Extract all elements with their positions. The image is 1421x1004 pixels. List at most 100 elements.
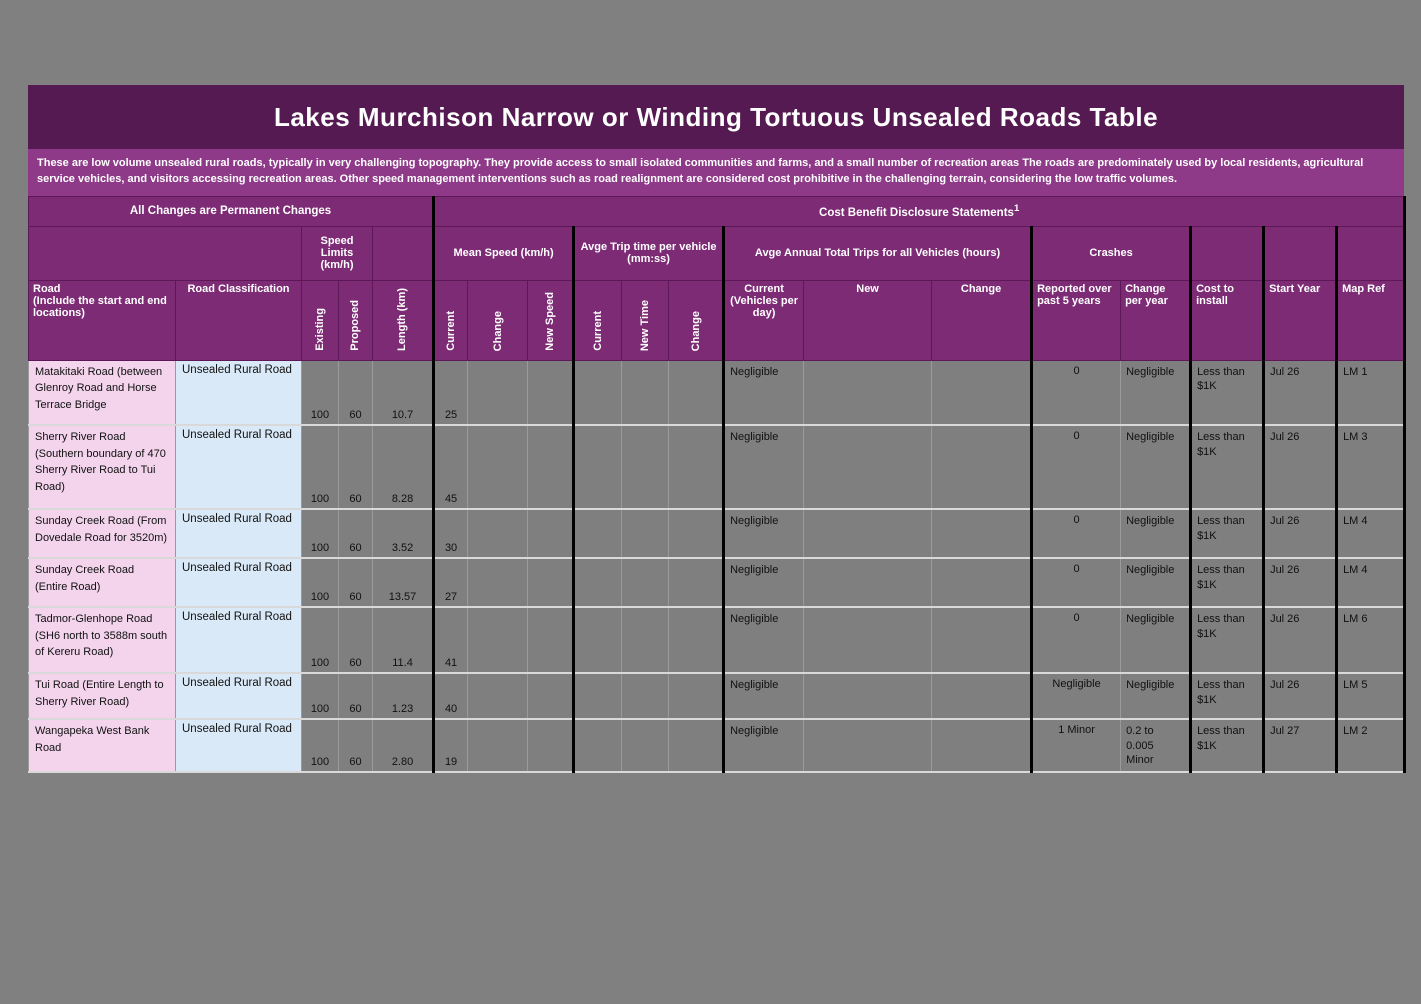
group-header-permanent-changes: All Changes are Permanent Changes (27, 195, 435, 227)
cell-mean-change (467, 359, 529, 427)
cell-classification: Unsealed Rural Road (175, 718, 302, 774)
cell-map-ref: LM 2 (1335, 718, 1407, 774)
cell-start-year: Jul 26 (1262, 606, 1338, 675)
page-title: Lakes Murchison Narrow or Winding Tortuo… (28, 85, 1404, 149)
table-header: All Changes are Permanent Changes Cost B… (27, 195, 1407, 361)
cell-trip-new-time (621, 424, 670, 511)
col-header-proposed: Proposed (338, 279, 373, 361)
table-row: Matakitaki Road (between Glenroy Road an… (28, 359, 1407, 427)
cell-length: 13.57 (371, 557, 435, 609)
cell-classification: Unsealed Rural Road (175, 359, 302, 427)
cell-crashes-reported: Negligible (1030, 672, 1122, 721)
cell-existing: 100 (301, 508, 339, 560)
cell-trip-new-time (621, 718, 670, 774)
cell-road: Matakitaki Road (between Glenroy Road an… (28, 359, 176, 427)
cell-length: 2.80 (371, 718, 435, 774)
cell-crashes-reported: 0 (1030, 359, 1122, 427)
cell-trips-current: Negligible (722, 672, 805, 721)
col-header-road-title: Road (33, 282, 61, 295)
cell-crashes-reported: 0 (1030, 557, 1122, 609)
section-spacer-cost (1189, 225, 1265, 281)
cell-crashes-reported: 0 (1030, 424, 1122, 511)
cell-trips-current: Negligible (722, 606, 805, 675)
table-row: Tadmor-Glenhope Road (SH6 north to 3588m… (28, 606, 1407, 675)
cell-proposed: 60 (338, 718, 373, 774)
cell-length: 3.52 (371, 508, 435, 560)
col-header-mean-current: Current (432, 279, 469, 361)
cell-mean-current: 45 (432, 424, 469, 511)
cell-road: Tui Road (Entire Length to Sherry River … (28, 672, 176, 721)
cell-mean-current: 30 (432, 508, 469, 560)
cell-length: 10.7 (371, 359, 435, 427)
cell-start-year: Jul 27 (1262, 718, 1338, 774)
cell-proposed: 60 (338, 606, 373, 675)
cell-trips-change (931, 606, 1033, 675)
cell-trip-new-time (621, 606, 670, 675)
roads-table-container: Lakes Murchison Narrow or Winding Tortuo… (27, 85, 1407, 774)
col-header-map-ref: Map Ref (1335, 279, 1407, 361)
cell-trips-change (931, 672, 1033, 721)
cell-map-ref: LM 1 (1335, 359, 1407, 427)
cell-trip-new-time (621, 508, 670, 560)
cell-mean-new-speed (527, 672, 575, 721)
table-row: Sunday Creek Road (Entire Road) Unsealed… (28, 557, 1407, 609)
cell-start-year: Jul 26 (1262, 672, 1338, 721)
cell-mean-current: 40 (432, 672, 469, 721)
cell-crashes-change: 0.2 to 0.005 Minor (1120, 718, 1192, 774)
column-header-row: Road (Include the start and end location… (28, 279, 1407, 361)
col-header-cost: Cost to install (1189, 279, 1265, 361)
cell-existing: 100 (301, 606, 339, 675)
cell-cost: Less than $1K (1189, 718, 1265, 774)
cell-trip-change (668, 359, 725, 427)
cell-cost: Less than $1K (1189, 557, 1265, 609)
col-header-trip-new-time: New Time (621, 279, 670, 361)
cell-classification: Unsealed Rural Road (175, 557, 302, 609)
cell-mean-current: 41 (432, 606, 469, 675)
cell-crashes-change: Negligible (1120, 424, 1192, 511)
cell-road: Tadmor-Glenhope Road (SH6 north to 3588m… (28, 606, 176, 675)
section-header-speed-limits: Speed Limits (km/h) (301, 225, 373, 281)
cell-trip-current (572, 606, 623, 675)
cell-trips-new (803, 606, 933, 675)
section-header-annual-trips: Avge Annual Total Trips for all Vehicles… (722, 225, 1033, 281)
col-header-classification: Road Classification (175, 279, 302, 361)
cell-cost: Less than $1K (1189, 606, 1265, 675)
table-row: Wangapeka West Bank Road Unsealed Rural … (28, 718, 1407, 774)
cell-road: Sunday Creek Road (From Dovedale Road fo… (28, 508, 176, 560)
group-header-cost-benefit: Cost Benefit Disclosure Statements1 (432, 195, 1407, 227)
cell-classification: Unsealed Rural Road (175, 606, 302, 675)
cell-length: 11.4 (371, 606, 435, 675)
cell-trips-new (803, 718, 933, 774)
cell-mean-new-speed (527, 359, 575, 427)
cell-trips-change (931, 508, 1033, 560)
cell-cost: Less than $1K (1189, 672, 1265, 721)
table-body: Matakitaki Road (between Glenroy Road an… (28, 359, 1407, 774)
cell-trips-new (803, 672, 933, 721)
section-header-row: Speed Limits (km/h) Mean Speed (km/h) Av… (28, 225, 1407, 281)
cell-existing: 100 (301, 359, 339, 427)
table-row: Sunday Creek Road (From Dovedale Road fo… (28, 508, 1407, 560)
cell-road: Sherry River Road (Southern boundary of … (28, 424, 176, 511)
cell-cost: Less than $1K (1189, 359, 1265, 427)
cell-crashes-change: Negligible (1120, 359, 1192, 427)
col-header-trips-new: New (803, 279, 933, 361)
cell-map-ref: LM 4 (1335, 508, 1407, 560)
cell-mean-change (467, 672, 529, 721)
col-header-crashes-change: Change per year (1120, 279, 1192, 361)
cell-trip-current (572, 359, 623, 427)
cell-cost: Less than $1K (1189, 424, 1265, 511)
cell-trips-current: Negligible (722, 508, 805, 560)
cell-trips-new (803, 424, 933, 511)
cell-trip-new-time (621, 359, 670, 427)
cell-trips-change (931, 424, 1033, 511)
col-header-trips-current: Current (Vehicles per day) (722, 279, 805, 361)
cell-classification: Unsealed Rural Road (175, 672, 302, 721)
cell-trip-new-time (621, 557, 670, 609)
cell-map-ref: LM 6 (1335, 606, 1407, 675)
cell-mean-new-speed (527, 424, 575, 511)
cell-length: 1.23 (371, 672, 435, 721)
cell-trip-change (668, 606, 725, 675)
section-spacer-start (1262, 225, 1338, 281)
cell-start-year: Jul 26 (1262, 508, 1338, 560)
